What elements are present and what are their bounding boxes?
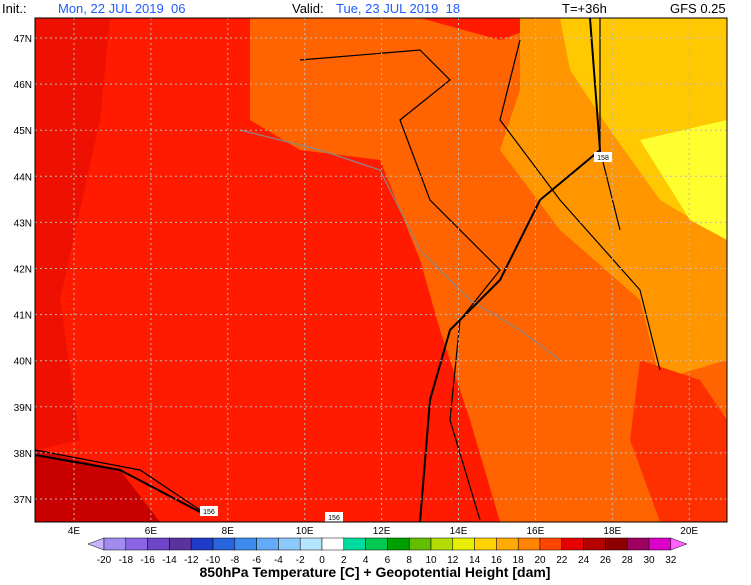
field-southwest	[35, 450, 160, 522]
valid-time: Tue, 23 JUL 2019 18	[336, 1, 460, 16]
colorbar-swatch	[125, 537, 148, 551]
colorbar-label: -4	[274, 555, 283, 566]
map-field	[34, 17, 727, 523]
field-west	[35, 18, 110, 450]
field-south-east	[630, 360, 727, 522]
colorbar-label: 24	[578, 555, 590, 566]
colorbar-swatch	[648, 537, 672, 551]
lon-label: 4E	[68, 526, 81, 537]
colorbar-swatch	[169, 537, 192, 551]
colorbar-swatch	[496, 537, 519, 551]
colorbar-swatch	[474, 537, 497, 551]
colorbar-label: 16	[491, 555, 503, 566]
colorbar-swatch	[430, 537, 454, 551]
colorbar-swatch	[626, 537, 650, 551]
lat-label: 37N	[14, 495, 32, 506]
contour-label-box	[594, 152, 612, 162]
colorbar-swatch	[408, 537, 432, 551]
lat-label: 42N	[14, 265, 32, 276]
lat-label: 41N	[14, 311, 32, 322]
lat-label: 45N	[14, 126, 32, 137]
contour-label: 156	[203, 509, 215, 516]
lon-label: 16E	[527, 526, 545, 537]
colorbar-label: 22	[556, 555, 568, 566]
lon-label: 18E	[603, 526, 621, 537]
colorbar-label: 12	[447, 555, 459, 566]
coastlines	[34, 18, 661, 521]
colorbar-swatch	[561, 537, 584, 551]
colorbar-label: -10	[206, 555, 221, 566]
colorbar-swatch	[212, 537, 236, 551]
init-label: Init.:	[2, 1, 27, 16]
colorbar-swatch	[452, 537, 475, 551]
colorbar-swatch	[517, 537, 541, 551]
colorbar-swatch	[387, 537, 410, 551]
colorbar-label: -14	[162, 555, 177, 566]
colorbar-swatch	[539, 537, 563, 551]
colorbar-label: 8	[406, 555, 412, 566]
colorbar-title: 850hPa Temperature [C] + Geopotential He…	[200, 564, 551, 580]
lead-time: T=+36h	[562, 1, 607, 16]
colorbar-label: -16	[140, 555, 155, 566]
colorbar-swatch	[321, 537, 345, 551]
lon-label: 20E	[680, 526, 698, 537]
colorbar-swatch	[103, 537, 127, 551]
colorbar-swatch	[583, 537, 606, 551]
lat-label: 47N	[14, 34, 32, 45]
colorbar-triangle	[87, 537, 105, 551]
colorbar-label: 18	[513, 555, 525, 566]
map-frame	[34, 17, 728, 523]
lat-label: 40N	[14, 357, 32, 368]
contour-label-box	[200, 506, 218, 516]
regional-borders	[239, 129, 561, 361]
colorbar-label: -12	[184, 555, 199, 566]
lat-label: 46N	[14, 80, 32, 91]
colorbar-swatch	[343, 537, 366, 551]
colorbar-swatch	[147, 537, 170, 551]
contour-label: 156	[328, 515, 340, 522]
colorbar-triangle	[670, 537, 688, 551]
colorbar-label: -2	[296, 555, 305, 566]
lon-label: 10E	[296, 526, 314, 537]
colorbar-swatch	[256, 537, 279, 551]
colorbar-label: 4	[363, 555, 369, 566]
init-time: Mon, 22 JUL 2019 06	[58, 1, 185, 16]
colorbar-swatch	[278, 537, 301, 551]
colorbar-label: 26	[600, 555, 612, 566]
lon-label: 8E	[222, 526, 235, 537]
height-contour	[34, 17, 602, 523]
lon-label: 12E	[373, 526, 391, 537]
colorbar-label: 32	[665, 555, 677, 566]
lat-label: 43N	[14, 218, 32, 229]
colorbar-label: 20	[534, 555, 546, 566]
model-name: GFS 0.25	[670, 1, 726, 16]
colorbar-label: -18	[119, 555, 134, 566]
colorbar-label: 6	[385, 555, 391, 566]
colorbar-label: 10	[425, 555, 437, 566]
colorbar-swatch	[190, 537, 214, 551]
lat-label: 44N	[14, 172, 32, 183]
colorbar-label: 2	[341, 555, 347, 566]
contour-label: 158	[597, 155, 609, 162]
colorbar-swatch	[605, 537, 628, 551]
colorbar-swatch	[365, 537, 388, 551]
valid-label: Valid:	[292, 1, 324, 16]
colorbar-label: 30	[643, 555, 655, 566]
colorbar-swatch	[299, 537, 323, 551]
lat-label: 38N	[14, 449, 32, 460]
lat-label: 39N	[14, 403, 32, 414]
colorbar-label: 28	[622, 555, 634, 566]
contour-label-box	[325, 512, 343, 522]
colorbar-label: -20	[97, 555, 112, 566]
colorbar-label: 0	[319, 555, 325, 566]
colorbar-label: -8	[230, 555, 239, 566]
lon-label: 14E	[450, 526, 468, 537]
colorbar-label: 14	[469, 555, 481, 566]
lon-label: 6E	[145, 526, 158, 537]
colorbar-label: -6	[252, 555, 261, 566]
field-bright-yellow	[640, 120, 727, 240]
colorbar-swatch	[234, 537, 257, 551]
